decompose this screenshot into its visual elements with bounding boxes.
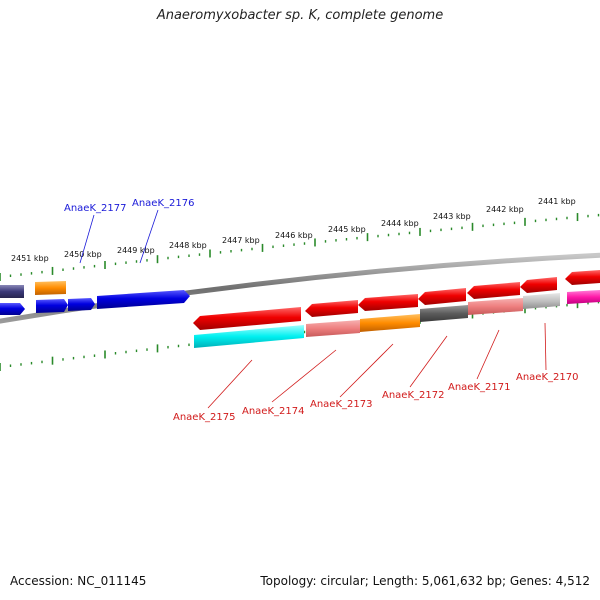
callout-line: [339, 343, 394, 398]
kbp-label: 2449 kbp: [117, 246, 155, 255]
annotation-band-genes: [194, 290, 600, 348]
top-gene-callouts: AnaeK_2177 AnaeK_2176: [64, 198, 194, 264]
callout-line: [476, 329, 500, 380]
gene-feature[interactable]: [305, 300, 358, 317]
kbp-label: 2447 kbp: [222, 236, 260, 245]
gene-feature[interactable]: [97, 290, 190, 309]
gene-label[interactable]: AnaeK_2171: [448, 382, 510, 393]
gene-feature[interactable]: [520, 277, 557, 293]
callout-line: [271, 349, 337, 403]
kbp-label: 2445 kbp: [328, 225, 366, 234]
kbp-label: 2451 kbp: [11, 254, 49, 263]
gene-feature[interactable]: [565, 270, 600, 285]
reverse-strand-genes: [193, 270, 600, 330]
gene-feature[interactable]: [193, 307, 301, 330]
callout-line: [544, 322, 547, 371]
blue-gene-cluster: [0, 290, 190, 315]
kbp-label: 2444 kbp: [381, 219, 419, 228]
gene-feature[interactable]: [567, 290, 600, 304]
callout-line: [79, 214, 95, 264]
gene-feature[interactable]: [418, 288, 466, 305]
gene-feature[interactable]: [468, 298, 523, 315]
bottom-gene-callouts: AnaeK_2175 AnaeK_2174 AnaeK_2173 AnaeK_2…: [173, 322, 578, 423]
gene-feature[interactable]: [0, 285, 24, 298]
gene-label[interactable]: AnaeK_2174: [242, 406, 304, 417]
genome-stats-text: Topology: circular; Length: 5,061,632 bp…: [260, 574, 590, 588]
gene-feature[interactable]: [360, 314, 420, 332]
gene-feature[interactable]: [420, 305, 468, 322]
gene-label[interactable]: AnaeK_2170: [516, 372, 578, 383]
gene-label[interactable]: AnaeK_2176: [132, 198, 194, 209]
map-title: Anaeromyxobacter sp. K, complete genome: [156, 8, 444, 23]
gene-label[interactable]: AnaeK_2175: [173, 412, 235, 423]
outer-tick-row: [0, 213, 600, 281]
kbp-label: 2442 kbp: [486, 205, 524, 214]
accession-text: Accession: NC_011145: [10, 574, 147, 588]
gene-label[interactable]: AnaeK_2177: [64, 203, 126, 214]
gene-label[interactable]: AnaeK_2173: [310, 399, 372, 410]
gene-feature[interactable]: [523, 293, 560, 309]
gene-feature[interactable]: [36, 299, 68, 313]
gene-feature[interactable]: [306, 320, 360, 337]
gene-feature[interactable]: [35, 281, 66, 295]
callout-line: [139, 209, 159, 264]
kbp-label: 2446 kbp: [275, 231, 313, 240]
gene-feature[interactable]: [0, 303, 25, 315]
gene-feature[interactable]: [358, 294, 418, 311]
forward-strand-genes: [0, 281, 66, 298]
callout-line: [409, 335, 448, 388]
gene-feature[interactable]: [194, 325, 304, 348]
kbp-label: 2441 kbp: [538, 197, 576, 206]
gene-label[interactable]: AnaeK_2172: [382, 390, 444, 401]
kbp-label: 2448 kbp: [169, 241, 207, 250]
kbp-label: 2443 kbp: [433, 212, 471, 221]
gene-feature[interactable]: [68, 298, 95, 311]
callout-line: [207, 359, 253, 409]
gene-feature[interactable]: [467, 282, 520, 299]
